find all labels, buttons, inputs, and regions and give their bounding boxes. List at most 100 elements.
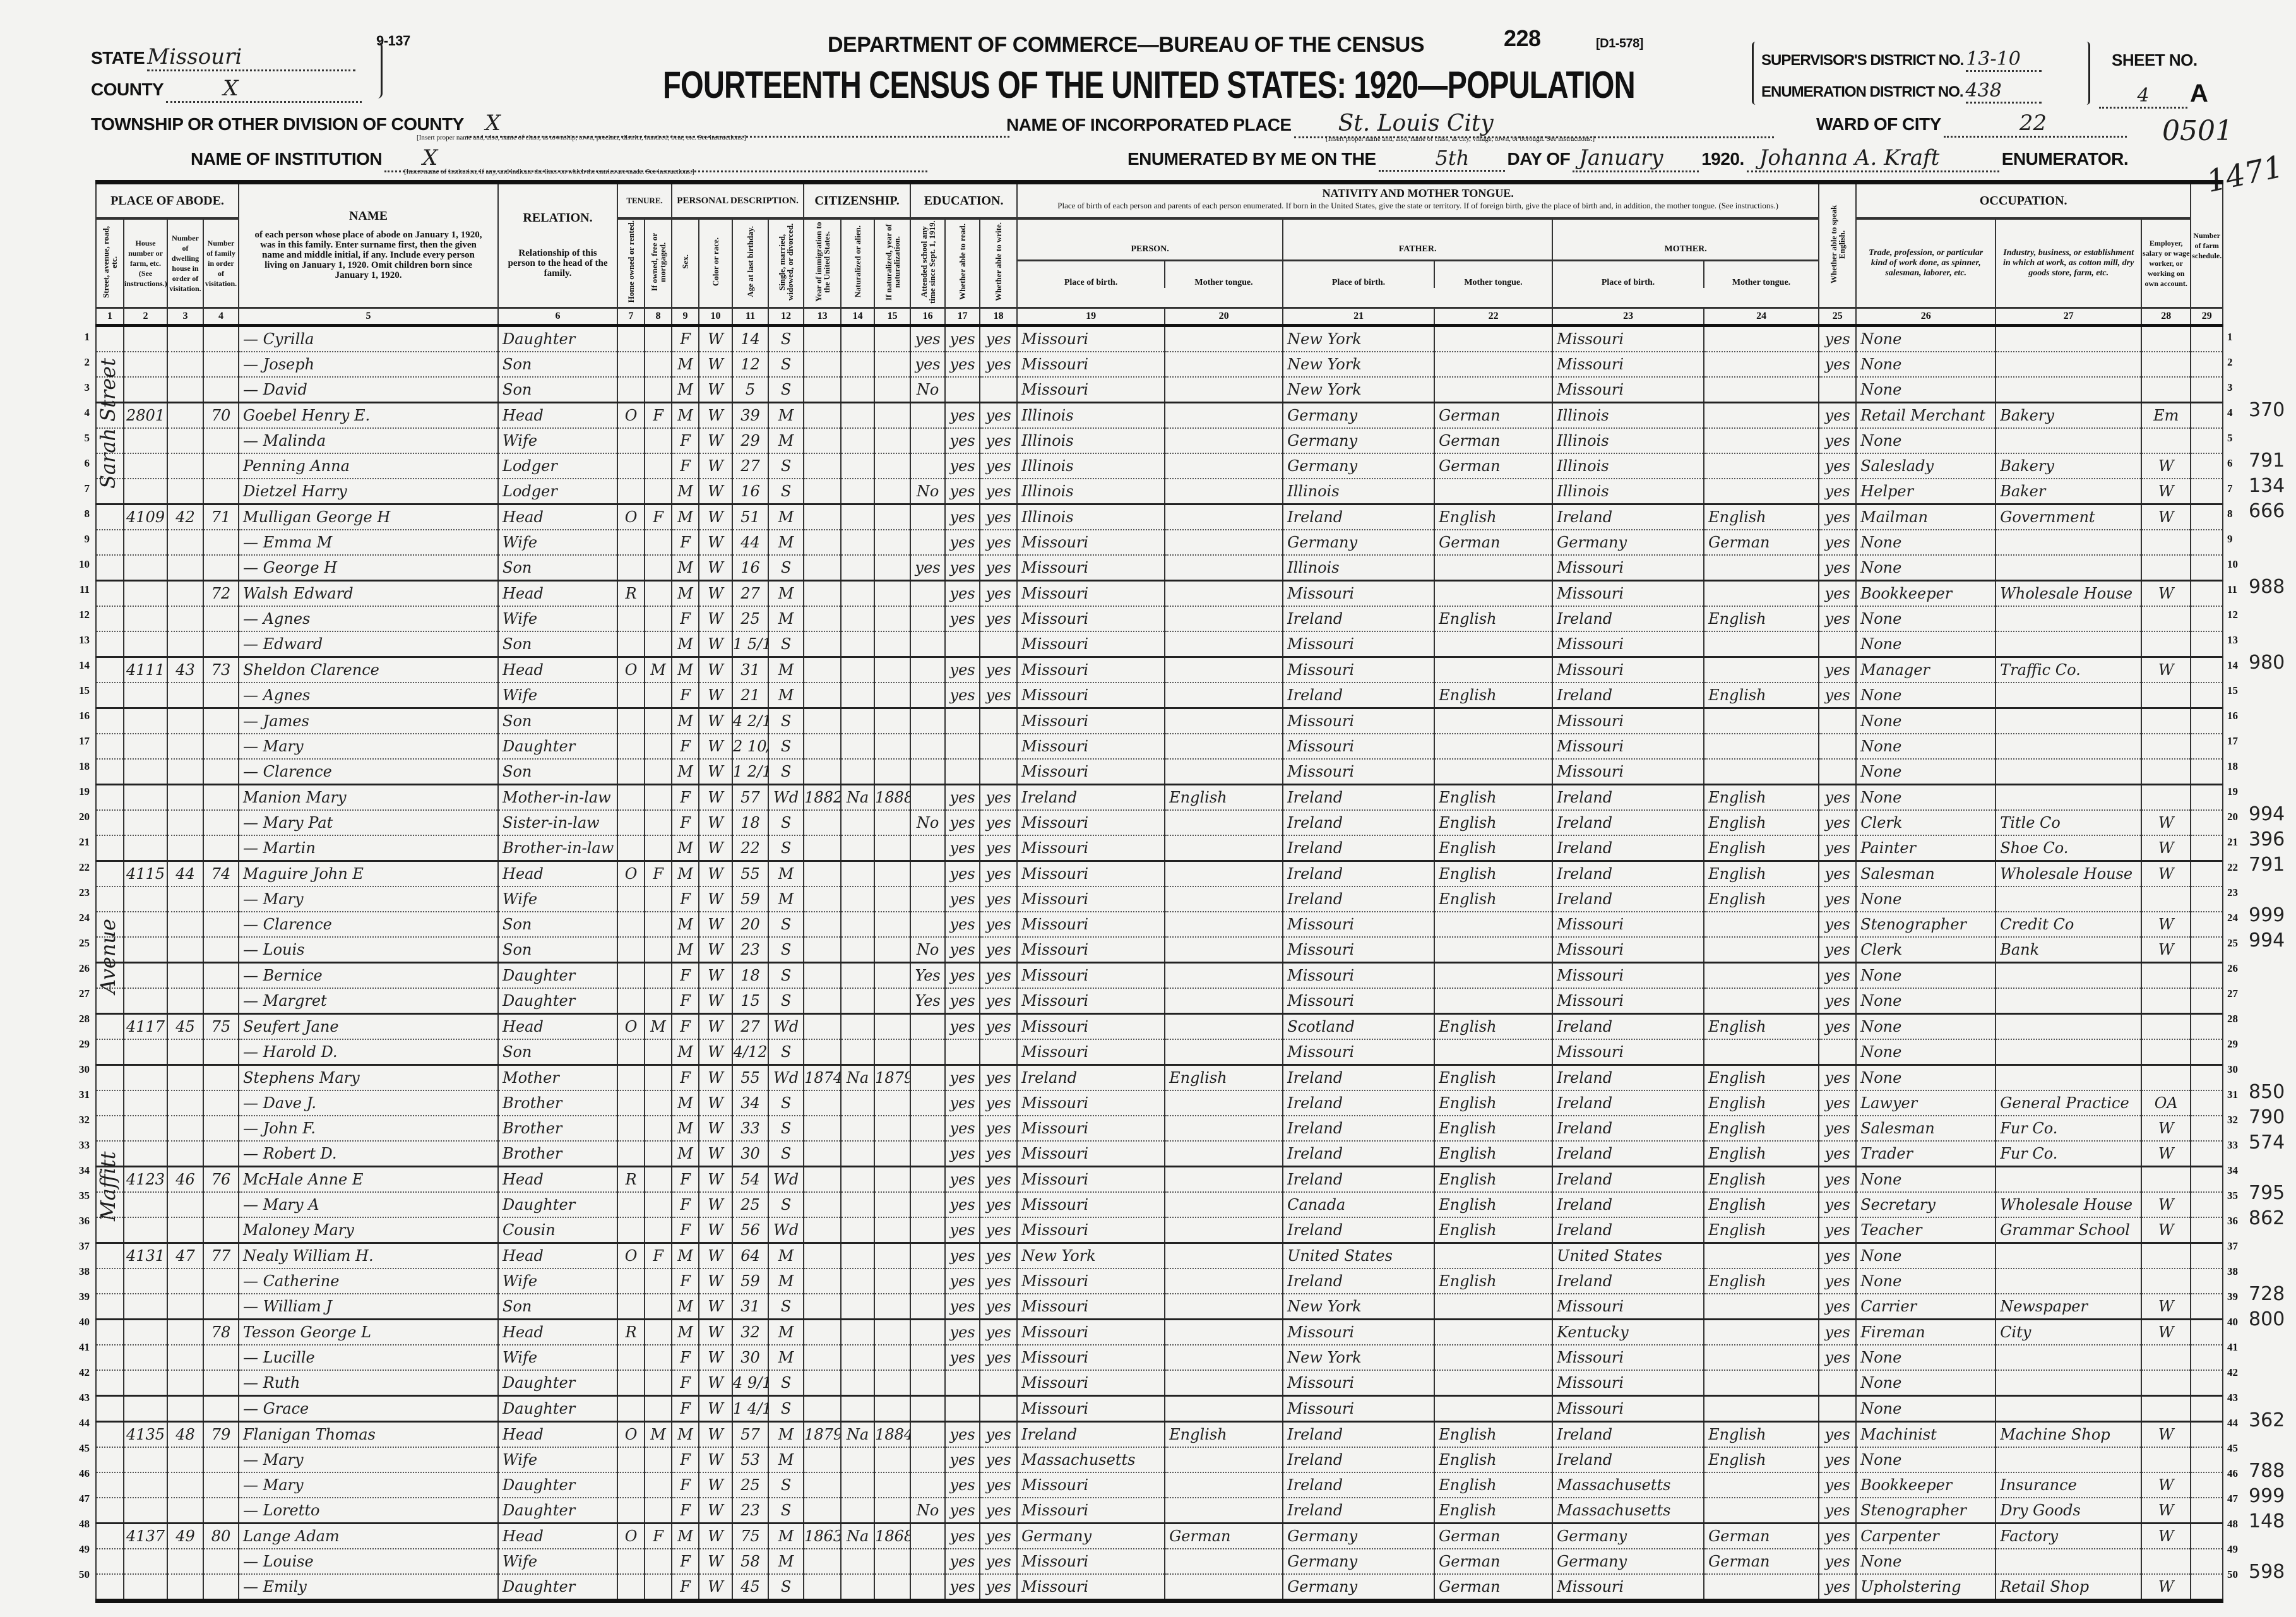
naturalized-cell [840,1013,876,1040]
house-number-cell [123,1345,168,1371]
mother-tongue-cell [1164,1013,1284,1040]
can-write-cell: yes [979,1116,1018,1142]
farm-schedule-cell [2190,377,2224,403]
column-number-1: 1 [95,307,124,327]
line-number-left: 26 [79,962,90,974]
line-number-left: 18 [79,760,90,772]
birthplace-cell: Missouri [1016,1268,1166,1294]
color-cell: W [698,784,734,811]
relation-cell: Head [497,1318,619,1346]
trade-cell: None [1855,1242,1997,1269]
age-cell: 57 [732,1421,770,1448]
father-tongue-cell: English [1434,1421,1554,1448]
family-number-cell [202,453,240,479]
marital-status-cell: S [768,810,805,836]
family-number-cell: 70 [202,402,240,429]
mother-tongue-cell [1164,555,1284,582]
speaks-english-cell: yes [1818,1345,1857,1371]
birthplace-cell: Missouri [1016,1166,1166,1193]
line-number-right: 40 [2227,1316,2238,1328]
naturalization-year-cell [874,1242,912,1269]
house-number-cell [123,453,168,479]
family-number-cell [202,835,240,862]
naturalized-cell [840,1447,876,1473]
mother-birthplace-cell: Missouri [1552,377,1705,403]
father-tongue-cell: English [1434,1498,1554,1524]
can-read-cell: yes [944,428,981,454]
street-cell [95,734,124,760]
home-tenure-cell [617,1549,646,1575]
naturalization-year-cell: 1884 [874,1421,912,1448]
color-cell: W [698,1141,734,1167]
line-number-left: 47 [79,1493,90,1505]
father-tongue-cell: English [1434,835,1554,862]
sex-cell: F [671,1013,700,1040]
street-cell [95,1242,124,1269]
can-read-cell: yes [944,860,981,887]
col-27-heading: Industry, business, or establishment in … [1995,218,2143,308]
immigration-year-cell [803,1217,842,1244]
immigration-year-cell [803,1268,842,1294]
worker-class-cell [2141,707,2192,734]
industry-cell: Bakery [1995,402,2143,429]
immigration-year-cell [803,402,842,429]
industry-cell: Retail Shop [1995,1574,2143,1602]
house-number-cell: 4109 [123,503,168,530]
speaks-english-cell: yes [1818,912,1857,938]
home-tenure-cell [617,606,646,632]
house-number-cell [123,1574,168,1602]
column-number-26: 26 [1855,307,1997,327]
family-number-cell [202,1294,240,1320]
family-number-cell [202,707,240,734]
speaks-english-cell: yes [1818,428,1857,454]
father-tongue-cell [1434,580,1554,607]
line-number-right: 3 [2227,381,2233,393]
name-cell: — Cyrilla [238,325,499,352]
marital-status-cell: S [768,377,805,403]
birthplace-cell: Missouri [1016,886,1166,912]
mother-birthplace-cell: Ireland [1552,886,1705,912]
state-value: Missouri [147,44,356,71]
marital-status-cell: S [768,555,805,582]
birthplace-cell: Missouri [1016,1192,1166,1218]
marital-status-cell: S [768,1090,805,1116]
sex-cell: M [671,707,700,734]
institution-field: NAME OF INSTITUTION X [191,145,928,172]
industry-cell: Baker [1995,479,2143,505]
mother-tongue-of-mother-cell: English [1703,1090,1820,1116]
father-birthplace-cell: Ireland [1282,860,1436,887]
street-cell [95,1472,124,1498]
birthplace-cell: Missouri [1016,683,1166,709]
house-number-cell: 2801 [123,402,168,429]
supervisor-district-field: SUPERVISOR'S DISTRICT NO. 13-10 [1761,48,2042,72]
color-cell: W [698,1064,734,1091]
immigration-year-cell [803,503,842,530]
margin-annotation: 850 [2249,1081,2285,1103]
mother-birthplace-cell: Kentucky [1552,1318,1705,1346]
name-cell: Stephens Mary [238,1064,499,1091]
age-cell: 33 [732,1116,770,1142]
mother-tongue-cell [1164,1166,1284,1193]
owned-status-cell: F [644,1242,673,1269]
immigration-year-cell: 1874 [803,1064,842,1091]
age-cell: 55 [732,860,770,887]
owned-status-cell [644,962,673,989]
attended-school-cell: Yes [910,988,946,1015]
birthplace-cell: Ireland [1016,784,1166,811]
father-tongue-cell: German [1434,1574,1554,1602]
color-cell: W [698,479,734,505]
mother-tongue-cell: English [1164,784,1284,811]
marital-status-cell: S [768,1116,805,1142]
column-number-23: 23 [1552,307,1705,327]
can-read-cell: yes [944,1242,981,1269]
naturalized-cell [840,479,876,505]
house-number-cell [123,962,168,989]
naturalization-year-cell [874,631,912,658]
line-number-left: 3 [84,381,90,393]
column-number-18: 18 [979,307,1018,327]
trade-cell: None [1855,1013,1997,1040]
line-number-left: 49 [79,1543,90,1555]
line-number-right: 38 [2227,1265,2238,1277]
line-number-right: 44 [2227,1417,2238,1429]
